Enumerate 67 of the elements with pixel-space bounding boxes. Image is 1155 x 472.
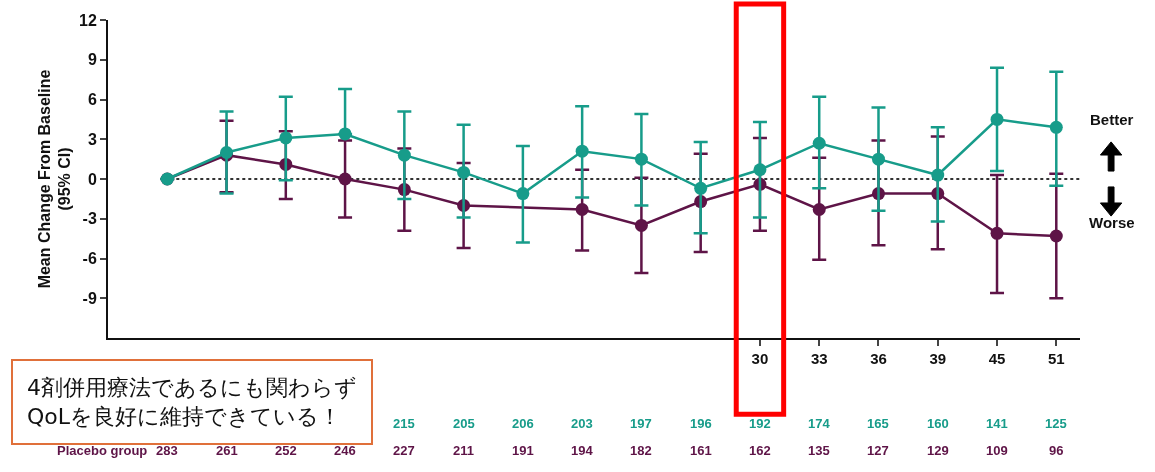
point (457, 165, 471, 179)
point (990, 226, 1004, 240)
text: 135 (808, 443, 830, 458)
point (397, 148, 411, 162)
text: 191 (512, 443, 534, 458)
text: 227 (393, 443, 415, 458)
point (575, 144, 589, 158)
point (1049, 120, 1063, 134)
text: 205 (453, 416, 475, 431)
x-tick-label: 39 (929, 350, 947, 367)
text: 182 (630, 443, 652, 458)
point (812, 136, 826, 150)
text: 215 (393, 416, 415, 431)
text: 203 (571, 416, 593, 431)
point (516, 187, 530, 201)
x-tick-label: 51 (1047, 350, 1065, 367)
y-tick-label: -3 (82, 210, 97, 228)
point (279, 131, 293, 145)
y-axis-title: Mean Change From Baseline (95% CI) (35, 69, 74, 289)
point (575, 202, 589, 216)
text: 4剤併用療法であるにも関わらず QoLを良好に維持できている！ (27, 375, 357, 429)
text: 127 (867, 443, 889, 458)
text: 197 (630, 416, 652, 431)
text: 192 (749, 416, 771, 431)
y-tick-label: -9 (82, 289, 97, 307)
text: 96 (1049, 443, 1064, 458)
y-tick-label: 6 (87, 91, 97, 109)
y-tick-label: -6 (82, 250, 97, 268)
x-tick-label: 36 (870, 350, 887, 367)
text: 211 (453, 443, 474, 458)
text: 174 (808, 416, 831, 431)
text: Placebo group (57, 443, 148, 458)
text: 261 (216, 443, 238, 458)
point (338, 127, 352, 141)
text: 283 (156, 443, 178, 458)
y-tick-label: 3 (87, 130, 97, 148)
point (990, 112, 1004, 126)
y-tick-label: 12 (79, 11, 97, 29)
point (634, 218, 648, 232)
x-tick-label: 33 (810, 350, 828, 367)
point (1049, 229, 1063, 243)
text: 206 (512, 416, 534, 431)
text: 194 (571, 443, 594, 458)
x-tick-label: 30 (751, 350, 769, 367)
point (812, 202, 826, 216)
x-tick-label: 45 (988, 350, 1006, 367)
text: 165 (867, 416, 889, 431)
y-tick-label: 9 (87, 51, 97, 69)
text: 246 (334, 443, 356, 458)
text: 161 (690, 443, 712, 458)
text: 125 (1045, 416, 1067, 431)
text: Worse (1089, 214, 1135, 231)
point (338, 172, 352, 186)
text: 252 (275, 443, 297, 458)
text: 109 (986, 443, 1008, 458)
text: 162 (749, 443, 771, 458)
text: 160 (927, 416, 949, 431)
point (753, 163, 767, 177)
text: 196 (690, 416, 712, 431)
text: 141 (986, 416, 1008, 431)
text: 129 (927, 443, 949, 458)
text: Better (1090, 111, 1134, 128)
point (634, 152, 648, 166)
point (931, 168, 945, 182)
point (872, 152, 885, 166)
point (694, 181, 708, 195)
y-tick-label: 0 (87, 170, 97, 188)
